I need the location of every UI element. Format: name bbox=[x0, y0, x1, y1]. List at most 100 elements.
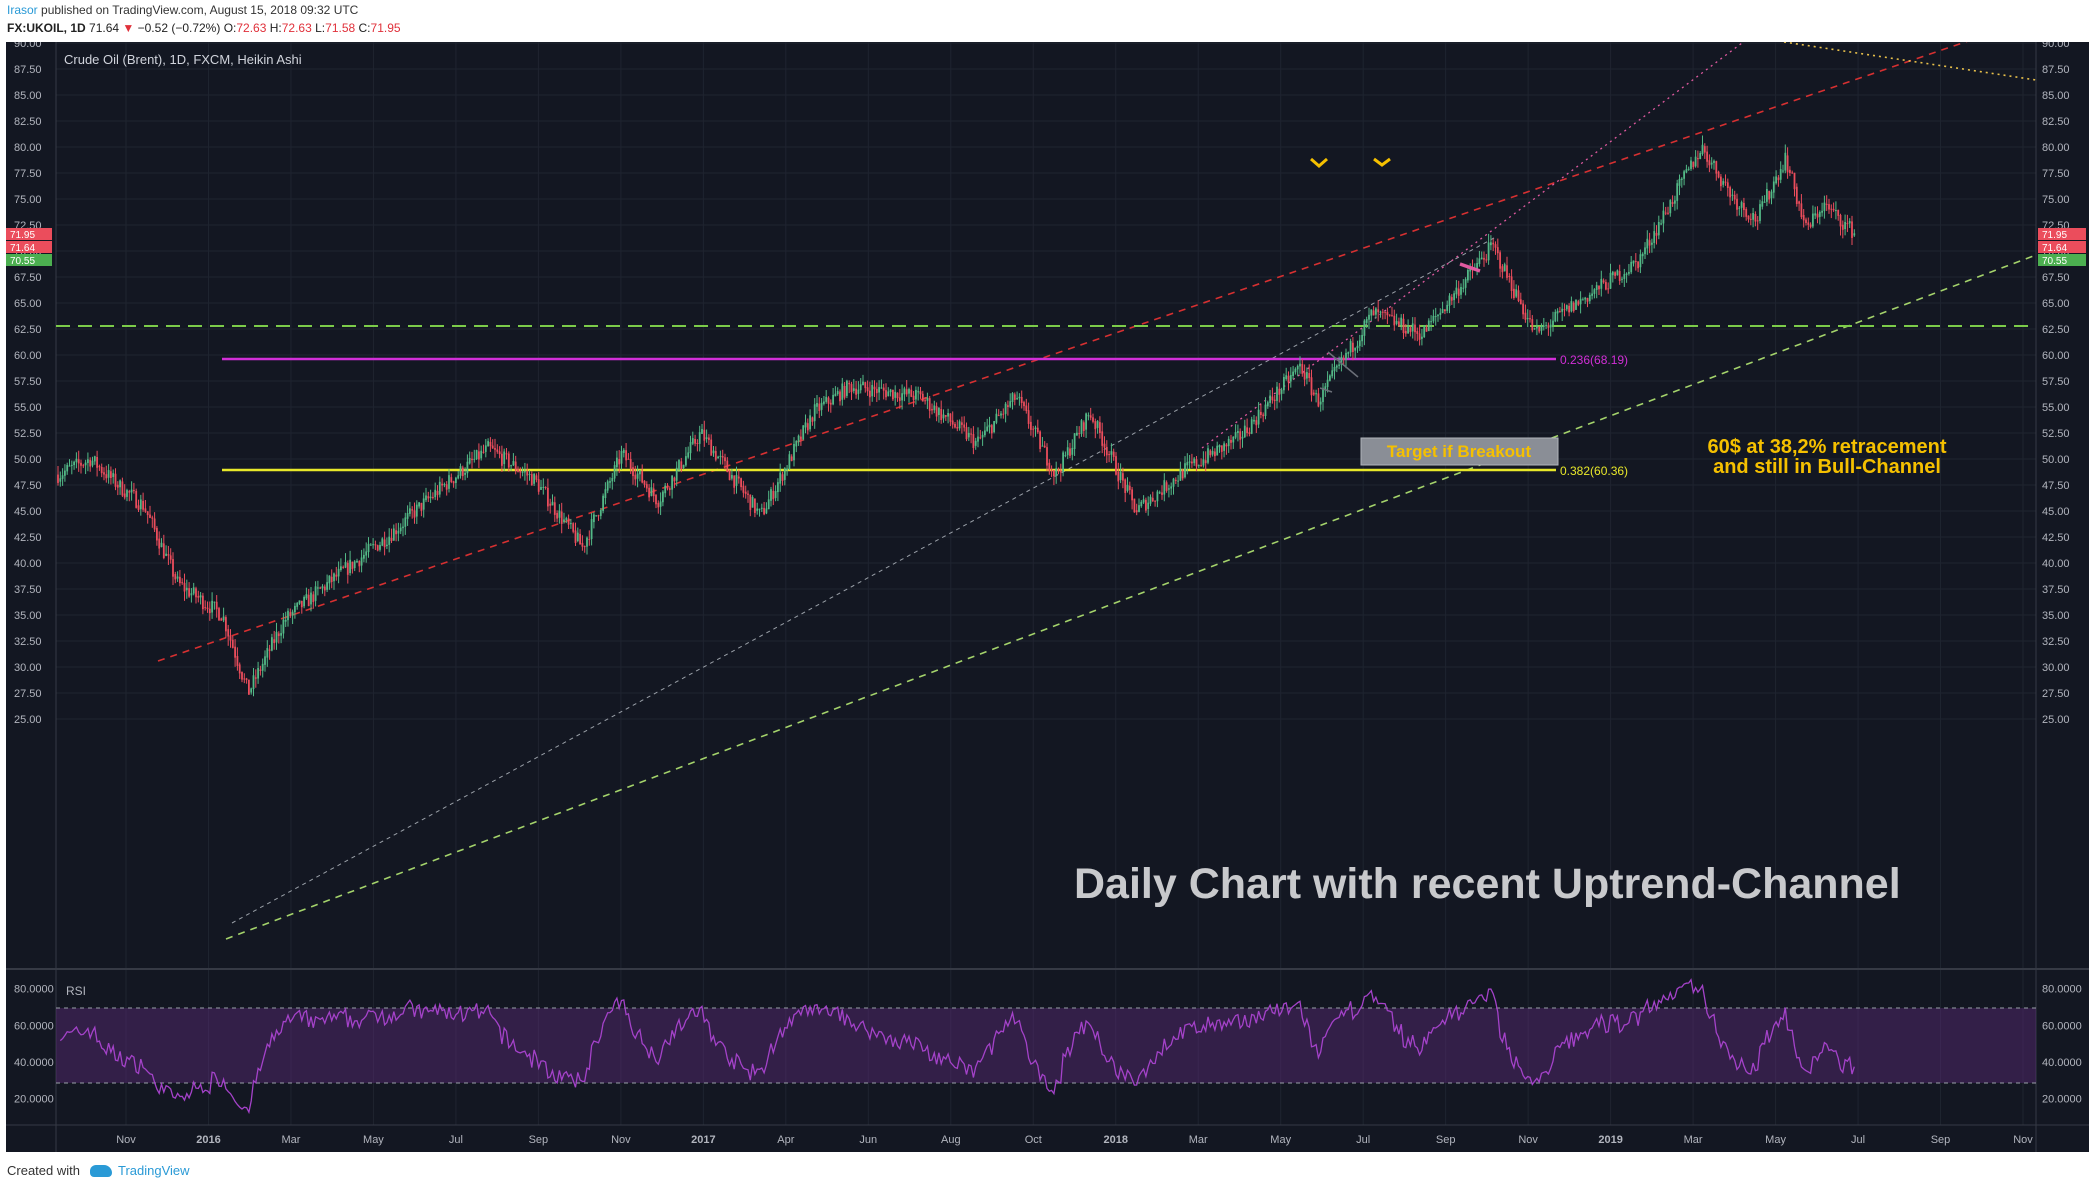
candle-body bbox=[1805, 219, 1807, 223]
candle-body bbox=[1388, 314, 1391, 316]
candle-body bbox=[871, 384, 874, 397]
candle-body bbox=[1142, 499, 1145, 503]
candle-body bbox=[149, 514, 151, 518]
candle-body bbox=[70, 464, 73, 466]
tradingview-link[interactable]: TradingView bbox=[117, 1163, 190, 1178]
price-tag-bg bbox=[2038, 254, 2086, 266]
candle-body bbox=[1685, 169, 1688, 173]
candle-body bbox=[376, 545, 379, 551]
candle-body bbox=[1041, 445, 1044, 447]
candle-body bbox=[636, 473, 639, 479]
candle-body bbox=[1303, 372, 1306, 380]
candle-body bbox=[151, 517, 154, 519]
candle-body bbox=[1073, 433, 1076, 449]
candle-body bbox=[560, 511, 563, 524]
candle-body bbox=[340, 566, 342, 570]
candle-body bbox=[1646, 238, 1649, 249]
candle-body bbox=[1526, 318, 1529, 320]
candle-body bbox=[1496, 247, 1499, 254]
candle-body bbox=[542, 486, 545, 488]
candle-body bbox=[1089, 415, 1092, 418]
candle-body bbox=[503, 451, 506, 464]
candle-body bbox=[478, 451, 480, 460]
candle-body bbox=[1777, 177, 1780, 181]
candle-body bbox=[372, 544, 374, 546]
candle-body bbox=[1345, 352, 1347, 360]
candle-body bbox=[1830, 208, 1833, 210]
candle-body bbox=[972, 433, 975, 448]
candle-body bbox=[1000, 413, 1002, 416]
candle-body bbox=[1821, 210, 1823, 213]
candle-body bbox=[344, 562, 347, 568]
candle-body bbox=[1639, 254, 1642, 268]
time-tick: Apr bbox=[777, 1134, 794, 1146]
candle-body bbox=[1618, 271, 1621, 281]
candle-body bbox=[406, 512, 409, 519]
candle-body bbox=[1763, 201, 1766, 203]
candle-body bbox=[160, 542, 163, 548]
candle-body bbox=[273, 639, 276, 644]
candle-body bbox=[717, 456, 719, 459]
candle-body bbox=[1802, 215, 1805, 221]
candle-body bbox=[215, 601, 218, 610]
candle-body bbox=[1292, 371, 1294, 377]
price-tick-left: 65.00 bbox=[14, 298, 42, 310]
candle-body bbox=[1223, 443, 1225, 451]
candle-body bbox=[731, 475, 733, 479]
candle-body bbox=[652, 488, 655, 497]
price-tag-bg bbox=[6, 241, 52, 253]
candle-body bbox=[1225, 444, 1228, 447]
candle-body bbox=[1579, 298, 1582, 305]
candle-body bbox=[1522, 303, 1524, 315]
candle-body bbox=[827, 397, 830, 404]
candle-body bbox=[850, 384, 853, 393]
candle-body bbox=[1115, 456, 1117, 475]
candle-body bbox=[1057, 469, 1060, 471]
candle-body bbox=[87, 459, 89, 463]
candle-body bbox=[599, 510, 602, 516]
candle-body bbox=[133, 490, 135, 492]
candle-body bbox=[910, 389, 913, 397]
candle-body bbox=[1789, 169, 1791, 173]
author-link[interactable]: Irasor bbox=[7, 3, 38, 17]
candle-body bbox=[1747, 215, 1750, 220]
candle-body bbox=[530, 474, 533, 486]
candle-body bbox=[634, 474, 637, 480]
candle-body bbox=[735, 474, 738, 486]
candle-body bbox=[1648, 240, 1651, 246]
candle-body bbox=[487, 441, 489, 447]
symbol-ohlc-line: FX:UKOIL, 1D 71.64 ▼ −0.52 (−0.72%) O:72… bbox=[7, 21, 401, 35]
candle-body bbox=[1331, 370, 1334, 377]
rsi-tick-left: 60.0000 bbox=[14, 1020, 54, 1032]
candle-body bbox=[1340, 356, 1343, 365]
candle-body bbox=[901, 393, 903, 401]
time-axis-labels: Nov 2016 Mar May Jul Sep Nov 2017 Apr Jun Aug Oct 20… bbox=[116, 1134, 2033, 1146]
candle-body bbox=[494, 448, 496, 450]
candle-body bbox=[724, 457, 726, 462]
candle-body bbox=[1204, 460, 1207, 464]
candle-body bbox=[719, 455, 722, 457]
time-tick: Aug bbox=[941, 1134, 961, 1146]
candle-body bbox=[691, 438, 694, 444]
candle-body bbox=[1494, 244, 1497, 248]
candle-body bbox=[832, 394, 834, 405]
price-chart[interactable]: 90.00 90.00 87.50 87.50 85.00 85.00 82.50 82.50… bbox=[6, 38, 2089, 1152]
candle-body bbox=[1009, 401, 1012, 407]
time-tick: Jun bbox=[859, 1134, 877, 1146]
chart-area[interactable]: 90.00 90.00 87.50 87.50 85.00 85.00 82.50 82.50… bbox=[6, 38, 2089, 1152]
candle-body bbox=[89, 459, 92, 467]
target-box-label: Target if Breakout bbox=[1387, 442, 1532, 461]
candle-body bbox=[588, 538, 591, 540]
candle-body bbox=[1759, 204, 1761, 221]
candle-body bbox=[1832, 208, 1835, 211]
candle-body bbox=[721, 456, 724, 458]
candle-body bbox=[319, 587, 322, 589]
candle-body bbox=[885, 390, 887, 398]
high-label: H: bbox=[269, 21, 282, 35]
candle-body bbox=[1018, 396, 1021, 399]
candle-body bbox=[1002, 413, 1005, 415]
candle-body bbox=[1319, 401, 1322, 405]
candle-body bbox=[103, 472, 105, 475]
candle-body bbox=[1071, 447, 1074, 455]
candle-body bbox=[1726, 182, 1729, 188]
